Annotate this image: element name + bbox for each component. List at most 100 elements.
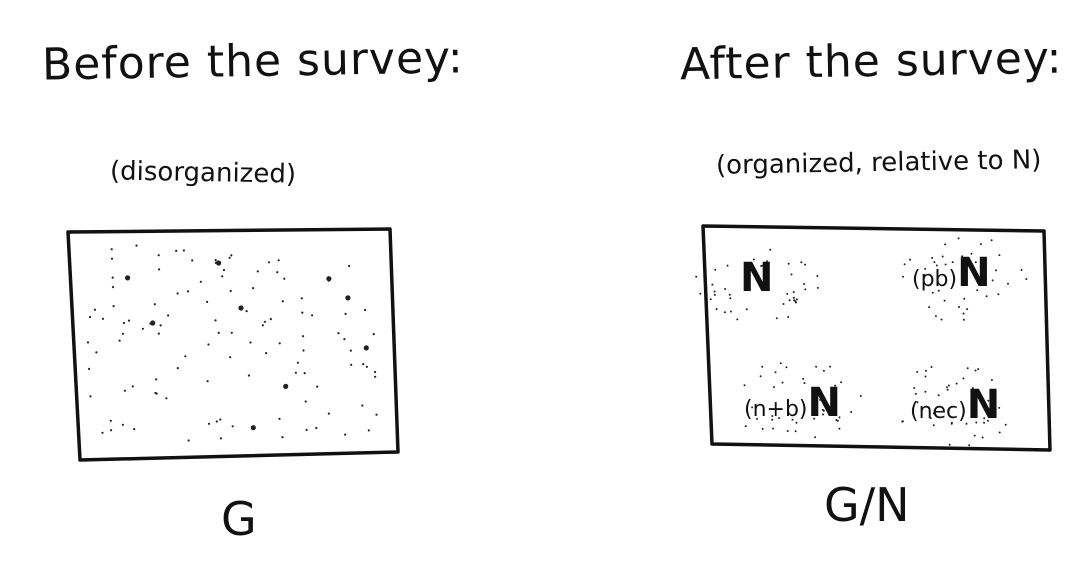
point [912, 408, 915, 411]
point [761, 365, 764, 368]
point [729, 310, 732, 313]
point [230, 254, 233, 257]
point [932, 424, 935, 427]
point [187, 439, 190, 442]
point [301, 311, 304, 314]
point [133, 428, 136, 431]
coset-nb-n: (n+b)N [744, 380, 841, 426]
point [743, 384, 746, 387]
point [365, 365, 368, 368]
point [933, 261, 936, 264]
point [924, 375, 927, 378]
point [944, 263, 947, 266]
point [281, 436, 284, 439]
point [175, 249, 178, 252]
point [88, 367, 91, 370]
point [761, 427, 764, 430]
point [995, 269, 997, 272]
point [219, 437, 222, 440]
point [957, 237, 960, 240]
point [1020, 269, 1023, 271]
point [937, 394, 940, 397]
point [950, 422, 953, 425]
point [265, 352, 268, 355]
point [775, 317, 778, 320]
point [363, 308, 367, 312]
point [261, 324, 264, 327]
point [110, 429, 113, 432]
point [946, 386, 948, 389]
point [249, 341, 252, 344]
point [924, 390, 927, 393]
point [962, 318, 965, 321]
point [263, 320, 266, 323]
point [1004, 423, 1007, 426]
point [771, 415, 774, 417]
point [345, 295, 351, 301]
point [713, 293, 716, 296]
point [154, 391, 157, 395]
point [729, 297, 732, 300]
point [788, 299, 791, 302]
point [167, 314, 170, 317]
coset-tag: (pb) [912, 267, 958, 292]
point [110, 257, 114, 260]
point [966, 308, 969, 311]
point [141, 327, 144, 330]
point [101, 431, 104, 434]
quotient-gn-box [701, 224, 1052, 452]
point [822, 369, 825, 372]
coset-symbol: N [740, 255, 774, 301]
point [814, 436, 817, 439]
point [157, 254, 160, 257]
point [372, 333, 375, 336]
point [362, 363, 365, 366]
point [278, 342, 281, 345]
point [901, 420, 904, 423]
point [838, 427, 841, 430]
point [217, 331, 220, 334]
point [723, 311, 726, 314]
point [206, 300, 209, 303]
point [975, 421, 978, 424]
coset-n: N [740, 255, 773, 301]
point [794, 300, 797, 303]
point [937, 289, 940, 292]
point [228, 256, 231, 259]
point [752, 258, 755, 261]
point [778, 417, 781, 420]
point [759, 375, 762, 378]
point [821, 408, 824, 411]
group-g-box [66, 227, 400, 462]
point [215, 420, 218, 423]
coset-tag: (n+b) [744, 397, 808, 422]
point [990, 379, 993, 381]
point [131, 385, 134, 388]
point [348, 264, 351, 268]
point [349, 349, 352, 352]
point [903, 263, 906, 266]
point [375, 413, 378, 416]
point [760, 265, 763, 267]
point [337, 332, 340, 335]
point [804, 263, 806, 266]
point [222, 268, 226, 272]
point [834, 384, 837, 387]
point [786, 292, 789, 295]
point [207, 422, 211, 425]
point [986, 419, 989, 422]
point [909, 258, 911, 261]
point [247, 374, 250, 377]
point [985, 278, 988, 281]
point [214, 319, 217, 322]
point [998, 406, 1001, 409]
point [231, 425, 234, 428]
point [304, 400, 307, 403]
point [751, 406, 754, 409]
point [955, 382, 958, 385]
point [252, 287, 255, 290]
point [932, 412, 935, 415]
point [991, 279, 994, 282]
point [283, 383, 289, 389]
point [977, 368, 980, 371]
